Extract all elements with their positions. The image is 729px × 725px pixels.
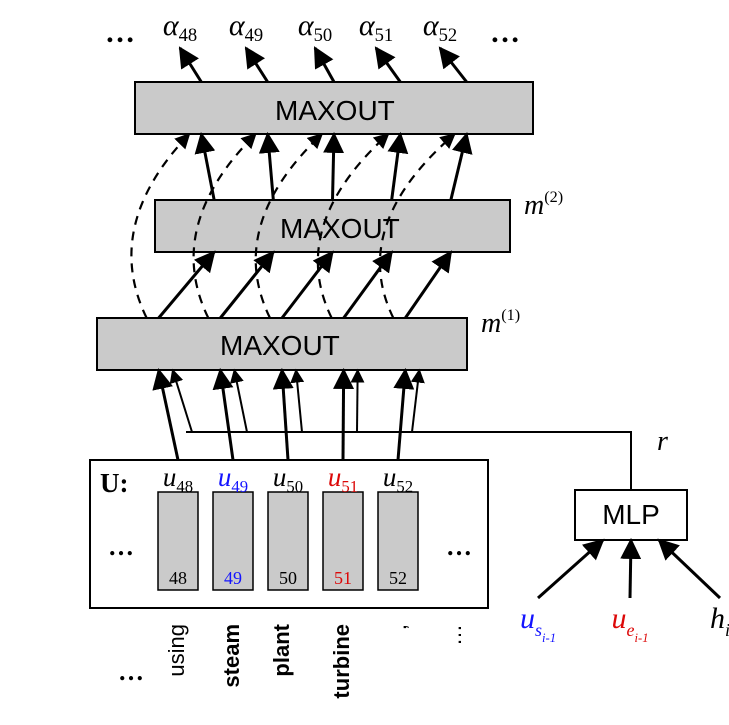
- word-3: turbine: [329, 624, 354, 699]
- arrow-m2-to-m3: [268, 134, 274, 200]
- word-4: ,: [386, 624, 411, 630]
- alpha-ellipsis-right: …: [490, 16, 520, 49]
- arrow-m2-to-m3: [451, 134, 467, 200]
- arrow-r-to-m1: [173, 370, 192, 432]
- mlp-input-1: uei-1: [612, 602, 649, 645]
- alpha-49: α49: [229, 9, 263, 46]
- u-label-49: u49: [218, 462, 248, 496]
- u-num-51: 51: [334, 568, 352, 588]
- alpha-51: α51: [359, 9, 393, 46]
- u-num-49: 49: [224, 568, 242, 588]
- u-ellipsis-right: …: [446, 532, 472, 561]
- arrow-u-to-m1: [343, 370, 344, 460]
- arrow-maxout3-to-alpha: [315, 48, 334, 82]
- alpha-50: α50: [298, 9, 332, 46]
- arrow-maxout3-to-alpha: [376, 48, 400, 82]
- mlp-input-2: hi: [710, 602, 729, 640]
- arrow-r-to-m1: [357, 370, 358, 432]
- words-ellipsis-left: …: [118, 657, 144, 686]
- u-label-48: u48: [163, 462, 193, 496]
- word-1: steam: [219, 624, 244, 688]
- mlp-label: MLP: [602, 499, 660, 530]
- arrow-u-to-m1: [398, 370, 405, 460]
- arrow-m2-to-m3: [333, 134, 335, 200]
- arrow-r-to-m1: [234, 370, 247, 432]
- arrow-u-to-m1: [282, 370, 288, 460]
- m2-label: m(2): [524, 188, 563, 221]
- arrow-u-to-m1: [220, 370, 233, 460]
- u-num-50: 50: [279, 568, 297, 588]
- arrow-maxout3-to-alpha: [180, 48, 201, 82]
- word-0: using: [164, 624, 189, 677]
- u-box-label: U:: [100, 468, 129, 498]
- arrow-u-to-m1: [159, 370, 178, 460]
- u-label-51: u51: [328, 462, 358, 496]
- arrow-r-to-m1: [412, 370, 419, 432]
- arrow-m1-to-m2: [220, 252, 273, 318]
- arrow-m1-to-m2: [344, 252, 392, 318]
- arrow-mlpinput-0: [538, 540, 603, 598]
- word-2: plant: [269, 623, 294, 676]
- arrow-mlpinput-1: [630, 540, 631, 598]
- r-label: r: [657, 426, 668, 457]
- arrow-maxout3-to-alpha: [440, 48, 467, 82]
- arrow-m1-to-m2: [405, 252, 451, 318]
- maxout-label-3: MAXOUT: [275, 95, 395, 126]
- arrow-mlpinput-2: [659, 540, 720, 598]
- alpha-ellipsis-left: …: [105, 16, 135, 49]
- maxout-label-1: MAXOUT: [220, 330, 340, 361]
- u-label-52: u52: [383, 462, 413, 496]
- u-label-50: u50: [273, 462, 303, 496]
- mlp-input-0: usi-1: [520, 602, 556, 645]
- u-ellipsis-left: …: [108, 532, 134, 561]
- word-5: …: [441, 624, 466, 646]
- alpha-52: α52: [423, 9, 457, 46]
- arrow-m1-to-m2: [159, 252, 215, 318]
- u-num-52: 52: [389, 568, 407, 588]
- arrow-maxout3-to-alpha: [246, 48, 268, 82]
- m1-label: m(1): [481, 306, 520, 339]
- arrow-r-to-m1: [296, 370, 302, 432]
- alpha-48: α48: [163, 9, 197, 46]
- arrow-m2-to-m3: [392, 134, 401, 200]
- arrow-m1-to-m2: [282, 252, 333, 318]
- u-num-48: 48: [169, 568, 187, 588]
